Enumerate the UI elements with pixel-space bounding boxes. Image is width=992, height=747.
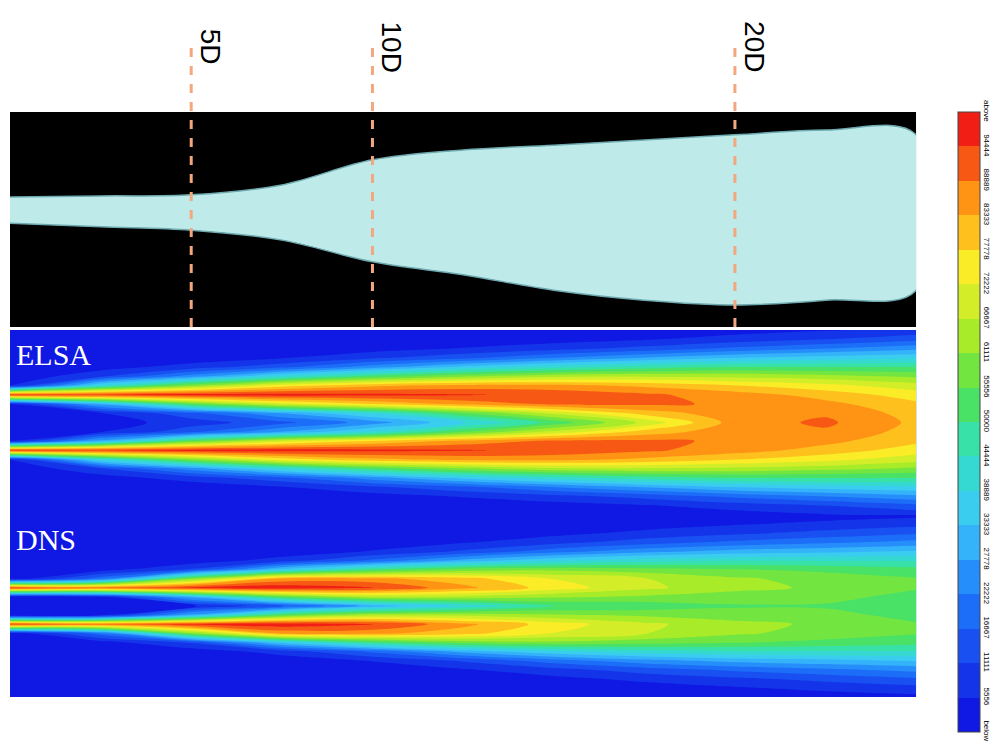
svg-text:5D: 5D (195, 29, 226, 65)
svg-text:38889: 38889 (982, 479, 991, 502)
svg-text:94444: 94444 (982, 134, 991, 157)
svg-text:16667: 16667 (982, 616, 991, 639)
svg-text:77778: 77778 (982, 238, 991, 261)
svg-text:below: below (982, 720, 991, 741)
svg-text:20D: 20D (739, 21, 770, 72)
svg-text:27778: 27778 (982, 548, 991, 571)
svg-text:22222: 22222 (982, 582, 991, 605)
svg-text:DNS: DNS (16, 523, 76, 556)
svg-text:11111: 11111 (982, 652, 991, 672)
svg-text:66667: 66667 (982, 306, 991, 329)
svg-text:5556: 5556 (982, 688, 991, 706)
svg-text:10D: 10D (376, 22, 407, 73)
svg-text:83333: 83333 (982, 203, 991, 226)
svg-text:ELSA: ELSA (16, 338, 91, 371)
svg-text:44444: 44444 (982, 444, 991, 467)
svg-text:72222: 72222 (982, 272, 991, 295)
svg-text:55556: 55556 (982, 375, 991, 398)
svg-text:above: above (982, 100, 991, 122)
svg-text:33333: 33333 (982, 513, 991, 536)
svg-text:61111: 61111 (982, 342, 991, 363)
svg-text:88889: 88889 (982, 169, 991, 192)
svg-text:50000: 50000 (982, 410, 991, 433)
